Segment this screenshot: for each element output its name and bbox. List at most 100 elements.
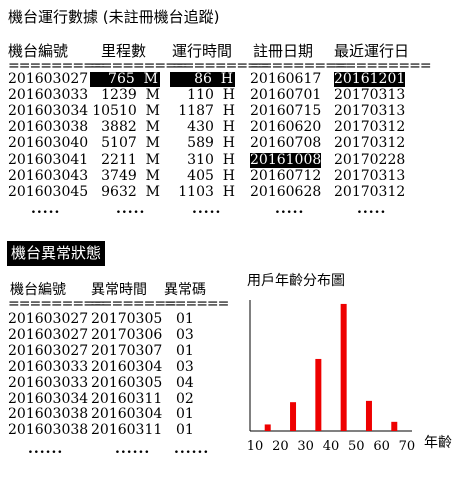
abnormal-time-cell: 20170306	[91, 326, 163, 343]
runtime-cell: 110 H	[187, 87, 235, 104]
page-title: 機台運行數據 (未註冊機台追蹤)	[8, 8, 220, 26]
abnormal-time-cell: 20160304	[91, 358, 163, 375]
runtime-cell: 86 H	[170, 72, 235, 87]
x-tick-label: 40	[323, 439, 340, 454]
machine-id-cell: 201603033	[8, 374, 89, 391]
separator: =========	[8, 58, 106, 74]
machine-id-cell: 201603040	[8, 135, 89, 152]
last-run-date-cell: 20170313	[334, 167, 406, 184]
mileage-cell: 5107 M	[101, 135, 160, 152]
ellipsis: .....	[192, 201, 222, 217]
register-date-cell: 20160712	[250, 167, 322, 184]
x-axis-label: 年齡	[424, 435, 452, 451]
abnormal-code-cell: 02	[176, 390, 194, 407]
abnormal-time-cell: 20170305	[91, 311, 163, 327]
abnormal-code-cell: 03	[176, 326, 194, 343]
last-run-date-cell: 20170312	[334, 119, 406, 136]
chart-title: 用戶年齡分布圖	[247, 273, 345, 289]
mileage-cell: 3882 M	[101, 119, 160, 136]
last-run-date-cell: 20170228	[334, 151, 406, 168]
abnormal-time-cell: 20160305	[91, 374, 163, 391]
runtime-cell: 430 H	[187, 119, 235, 136]
bar	[340, 303, 347, 431]
header-machine-id: 機台編號	[8, 42, 69, 60]
machine-id-cell: 201603041	[8, 151, 89, 168]
mileage-cell: 1239 M	[101, 87, 160, 104]
header-register-date: 註冊日期	[253, 42, 314, 60]
last-run-date-cell: 20170313	[334, 87, 406, 104]
bar	[315, 358, 322, 431]
runtime-cell: 589 H	[187, 135, 235, 152]
abnormal-code-cell: 01	[176, 422, 194, 439]
machine-id-cell: 201603033	[8, 87, 89, 104]
machine-id-cell: 201603045	[8, 183, 89, 200]
header-abnormal-time: 異常時間	[91, 282, 147, 298]
register-date-cell: 20160701	[250, 87, 322, 104]
section-title-abnormal-status: 機台異常狀態	[7, 241, 106, 266]
register-date-cell: 20160715	[250, 103, 322, 120]
abnormal-time-cell: 20160311	[91, 422, 163, 439]
last-run-date-cell: 20161201	[334, 71, 406, 87]
abnormal-code-cell: 03	[176, 358, 194, 375]
runtime-cell: 310 H	[187, 151, 235, 168]
machine-id-cell: 201603027	[8, 326, 89, 343]
machine-id-cell: 201603034	[8, 103, 89, 120]
abnormal-code-cell: 01	[176, 406, 194, 423]
machine-id-cell: 201603033	[8, 358, 89, 375]
register-date-cell: 20160620	[250, 119, 322, 136]
bar	[290, 402, 297, 431]
header-last-run-date: 最近運行日	[334, 42, 410, 60]
header-runtime: 運行時間	[172, 42, 233, 60]
machine-id-cell: 201603027	[8, 342, 89, 359]
last-run-date-cell: 20170313	[334, 103, 406, 120]
machine-id-cell: 201603027	[8, 311, 89, 327]
bar	[365, 400, 372, 431]
separator: =========	[8, 296, 106, 312]
abnormal-time-cell: 20170307	[91, 342, 163, 359]
x-tick-label: 50	[348, 439, 365, 454]
ellipsis: ......	[115, 441, 151, 457]
last-run-date-cell: 20170312	[334, 135, 406, 152]
machine-id-cell: 201603043	[8, 167, 89, 184]
abnormal-code-cell: 01	[176, 342, 194, 359]
machine-id-cell: 201603038	[8, 119, 89, 136]
bar	[264, 424, 271, 431]
mileage-cell: 765 M	[90, 72, 160, 87]
header-mileage: 里程數	[101, 42, 147, 60]
register-date-cell: 20161008	[250, 151, 322, 168]
separator: ======	[164, 296, 229, 312]
ellipsis: .....	[116, 201, 146, 217]
register-date-cell: 20160617	[250, 71, 322, 87]
register-date-cell: 20160628	[250, 183, 322, 200]
x-tick-label: 30	[297, 439, 314, 454]
separator: =========	[250, 58, 348, 74]
x-tick-label: 70	[399, 439, 416, 454]
x-tick-label: 60	[373, 439, 390, 454]
mileage-cell: 2211 M	[101, 151, 160, 168]
runtime-cell: 1103 H	[178, 183, 235, 200]
ellipsis: .....	[275, 201, 305, 217]
ellipsis: ......	[174, 441, 210, 457]
last-run-date-cell: 20170312	[334, 183, 406, 200]
machine-id-cell: 201603034	[8, 390, 89, 407]
x-tick-label: 20	[272, 439, 289, 454]
separator: ========	[90, 296, 177, 312]
separator: =========	[90, 58, 188, 74]
header-machine-id: 機台編號	[10, 282, 66, 298]
separator: =========	[334, 58, 432, 74]
mileage-cell: 10510 M	[92, 103, 160, 120]
register-date-cell: 20160708	[250, 135, 322, 152]
abnormal-time-cell: 20160311	[91, 390, 163, 407]
bar	[391, 421, 398, 431]
runtime-cell: 1187 H	[178, 103, 235, 120]
header-abnormal-code: 異常碼	[164, 282, 206, 298]
mileage-cell: 9632 M	[101, 183, 160, 200]
abnormal-code-cell: 04	[176, 374, 194, 391]
ellipsis: ......	[28, 441, 64, 457]
machine-id-cell: 201603038	[8, 422, 89, 439]
x-tick-label: 10	[247, 439, 264, 454]
machine-id-cell: 201603027	[8, 71, 89, 87]
runtime-cell: 405 H	[187, 167, 235, 184]
abnormal-time-cell: 20160304	[91, 406, 163, 423]
mileage-cell: 3749 M	[101, 167, 160, 184]
